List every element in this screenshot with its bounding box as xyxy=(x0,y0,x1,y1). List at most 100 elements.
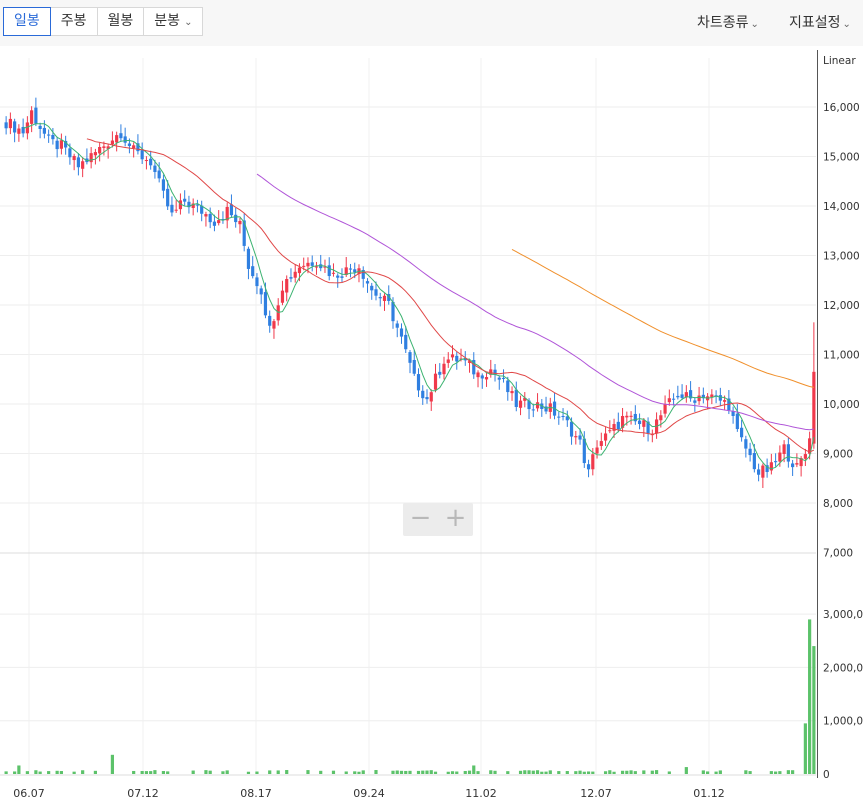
candle-body xyxy=(531,409,535,411)
chevron-down-icon: ⌄ xyxy=(184,17,193,28)
volume-bar xyxy=(467,770,472,774)
y-tick-label: 13,000 xyxy=(823,251,860,263)
candle-body xyxy=(306,262,310,267)
volume-bar xyxy=(81,770,85,774)
candle-body xyxy=(425,397,429,400)
candle-body xyxy=(765,465,769,473)
candle-body xyxy=(680,394,684,398)
tab-monthly[interactable]: 월봉 xyxy=(97,7,145,36)
candle-body xyxy=(64,140,68,148)
volume-bar xyxy=(472,765,476,774)
candle-body xyxy=(595,447,599,454)
volume-bar xyxy=(421,770,425,774)
candle-body xyxy=(229,204,234,216)
candle-body xyxy=(280,290,285,303)
candle-body xyxy=(238,221,242,225)
candle-body xyxy=(387,294,391,301)
chart-type-menu[interactable]: 차트종류 ⌄ xyxy=(697,15,759,31)
candle-body xyxy=(161,179,166,191)
candle-body xyxy=(637,420,642,425)
volume-bar xyxy=(476,771,480,774)
volume-bar xyxy=(535,770,540,774)
candle-body xyxy=(603,433,608,441)
volume-bar xyxy=(319,770,323,774)
candle-body xyxy=(47,134,51,136)
volume-bar xyxy=(548,770,552,774)
zoom-controls: − + xyxy=(403,503,473,536)
candle-body xyxy=(501,377,506,379)
price-chart[interactable]: 16,000 15,000 14,000 13,000 12,000 11,000 10,0… xyxy=(0,46,863,802)
candle-body xyxy=(812,371,816,444)
volume-bar xyxy=(540,771,544,774)
volume-bar xyxy=(331,770,336,774)
candle-body xyxy=(701,394,705,399)
candle-body xyxy=(565,416,569,421)
volume-bar xyxy=(565,771,569,774)
candle-body xyxy=(110,140,115,145)
candle-body xyxy=(718,395,722,401)
candle-body xyxy=(183,198,187,202)
candle-body xyxy=(786,444,790,462)
volume-bar xyxy=(463,770,467,774)
y-tick-label: 14,000 xyxy=(823,201,860,213)
indicator-settings-menu[interactable]: 지표설정 ⌄ xyxy=(789,15,851,31)
volume-bar xyxy=(166,771,170,774)
zoom-in-button[interactable]: + xyxy=(444,503,467,533)
volume-bar xyxy=(803,723,807,774)
candle-body xyxy=(200,205,204,214)
tab-weekly[interactable]: 주봉 xyxy=(50,7,98,36)
volume-bar xyxy=(591,771,595,774)
volume-bar xyxy=(633,771,637,774)
candle-body xyxy=(535,402,540,409)
candle-body xyxy=(340,276,344,278)
candle-body xyxy=(314,266,319,268)
candle-body xyxy=(480,375,484,379)
period-tabs: 일봉 주봉 월봉 분봉 ⌄ xyxy=(3,7,204,36)
candle-body xyxy=(620,415,625,428)
candle-body xyxy=(81,161,85,169)
candle-body xyxy=(59,140,63,149)
candle-body xyxy=(391,301,395,322)
volume-bar xyxy=(523,770,527,774)
volume-bar xyxy=(578,770,582,774)
candle-body xyxy=(395,323,399,328)
tab-minute[interactable]: 분봉 ⌄ xyxy=(144,7,204,36)
volume-bar xyxy=(450,771,455,774)
volume-bar xyxy=(786,770,790,774)
candle-body xyxy=(123,136,127,143)
volume-bar xyxy=(255,771,259,774)
candle-body xyxy=(285,278,289,293)
candle-body xyxy=(153,165,157,173)
zoom-out-button[interactable]: − xyxy=(409,503,432,533)
volume-bar xyxy=(144,771,149,774)
y-tick-label: 7,000 xyxy=(823,548,853,560)
candle-body xyxy=(608,430,612,432)
candle-body xyxy=(484,377,489,380)
x-tick-label: 01.12 xyxy=(693,787,725,800)
volume-bar xyxy=(34,770,38,774)
volume-bar xyxy=(140,771,144,774)
candle-body xyxy=(93,152,97,156)
candle-body xyxy=(667,398,671,403)
x-tick-label: 11.02 xyxy=(465,787,497,800)
candle-body xyxy=(659,415,663,421)
candle-body xyxy=(149,158,153,166)
candle-body xyxy=(204,214,208,217)
tab-daily[interactable]: 일봉 xyxy=(3,7,51,36)
candle-body xyxy=(561,415,565,417)
candle-body xyxy=(527,400,531,410)
volume-bar xyxy=(344,771,348,774)
candle-body xyxy=(13,121,17,133)
volume-bar xyxy=(642,770,646,774)
volume-bar xyxy=(204,770,208,774)
candle-body xyxy=(365,281,370,284)
candle-body xyxy=(374,289,378,296)
volume-tick-label: 1,000,00 xyxy=(823,716,863,728)
ma120-line xyxy=(511,248,815,388)
candle-body xyxy=(327,265,331,277)
candle-body xyxy=(98,147,102,154)
candle-body xyxy=(544,406,548,412)
candle-body xyxy=(433,373,438,390)
candle-body xyxy=(442,363,446,375)
candle-body xyxy=(557,416,561,418)
